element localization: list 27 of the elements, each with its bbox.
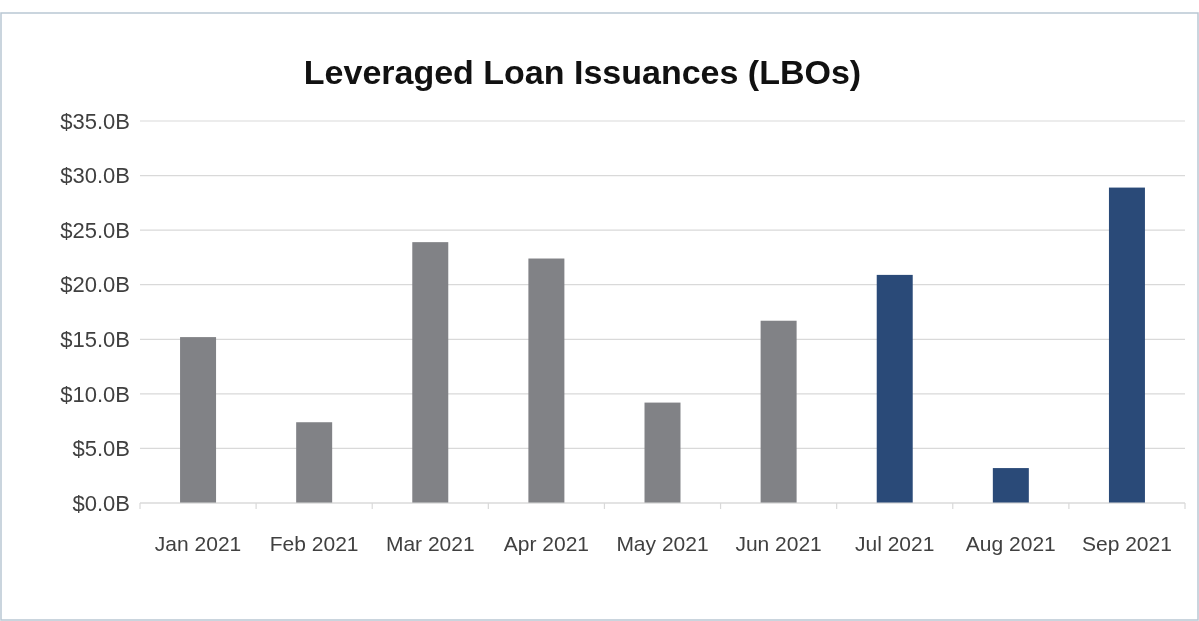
x-tick-label: Jul 2021 [855, 532, 935, 555]
bar [528, 258, 565, 503]
y-tick-label: $5.0B [72, 436, 130, 462]
chart-title: Leveraged Loan Issuances (LBOs) [303, 53, 862, 91]
x-tick-label: Jun 2021 [735, 532, 822, 555]
bar [992, 468, 1029, 503]
bar [412, 242, 449, 503]
y-tick-label: $20.0B [60, 272, 130, 298]
y-tick-label: $25.0B [60, 217, 130, 243]
x-tick-label: Sep 2021 [1081, 532, 1172, 555]
x-tick-label: Apr 2021 [503, 532, 590, 555]
bar [180, 337, 217, 503]
bar [644, 402, 681, 503]
y-tick-label: $0.0B [72, 490, 130, 516]
bar [876, 274, 913, 503]
bar [1108, 187, 1145, 503]
x-tick-label: Aug 2021 [965, 532, 1056, 555]
y-tick-label: $15.0B [60, 326, 130, 352]
y-tick-label: $30.0B [60, 163, 130, 189]
y-tick-label: $10.0B [60, 381, 130, 407]
x-tick-label: Jan 2021 [154, 532, 242, 555]
bar [760, 320, 797, 503]
x-tick-label: Mar 2021 [385, 532, 475, 555]
x-tick-label: Feb 2021 [269, 532, 359, 555]
y-tick-label: $35.0B [60, 108, 130, 134]
bar [296, 422, 333, 503]
x-tick-label: May 2021 [616, 532, 709, 555]
